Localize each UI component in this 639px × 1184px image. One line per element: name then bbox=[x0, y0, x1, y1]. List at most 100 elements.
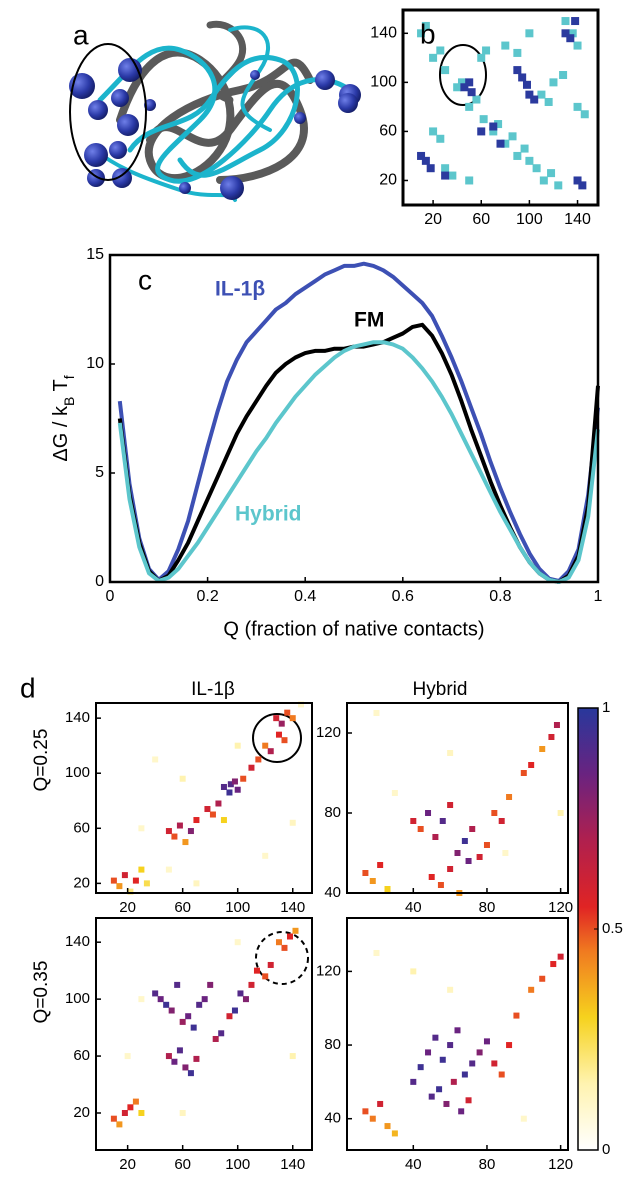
contact-cell bbox=[152, 990, 159, 997]
y-tick-label: 15 bbox=[86, 246, 104, 263]
contact-point bbox=[453, 83, 462, 92]
contact-cell bbox=[437, 882, 444, 888]
contact-point bbox=[530, 95, 539, 104]
contact-point bbox=[568, 29, 577, 38]
plot-frame bbox=[95, 702, 313, 894]
contact-cell bbox=[209, 811, 216, 818]
contact-cell bbox=[234, 742, 241, 749]
contact-point bbox=[573, 102, 582, 111]
x-tick-label: 100 bbox=[516, 211, 543, 228]
contact-point bbox=[573, 176, 582, 185]
contact-cell bbox=[262, 973, 269, 980]
y-tick-label: 60 bbox=[73, 1047, 90, 1064]
contact-cell bbox=[425, 810, 432, 816]
contact-point bbox=[559, 71, 568, 79]
contact-cell bbox=[171, 1058, 178, 1065]
contact-cell bbox=[417, 1064, 424, 1071]
contact-cell bbox=[267, 961, 274, 968]
contact-point bbox=[513, 66, 522, 75]
contact-cell bbox=[483, 842, 490, 848]
contact-cell bbox=[278, 720, 285, 727]
contact-cell bbox=[432, 834, 439, 840]
contact-point bbox=[465, 176, 474, 185]
contact-cell bbox=[215, 800, 222, 807]
contact-cell bbox=[110, 1115, 117, 1122]
contact-cell bbox=[121, 1109, 128, 1116]
contact-point bbox=[436, 46, 445, 55]
contact-cell bbox=[384, 886, 391, 892]
contact-point bbox=[417, 151, 426, 160]
contact-cell bbox=[483, 1038, 490, 1045]
contact-cell bbox=[231, 778, 238, 785]
contact-point bbox=[479, 115, 488, 124]
contact-point bbox=[494, 120, 503, 129]
contact-cell bbox=[157, 996, 164, 1003]
contact-point bbox=[518, 73, 527, 82]
contact-point bbox=[460, 83, 469, 92]
contact-cell bbox=[262, 742, 269, 749]
y-tick-label: 80 bbox=[324, 1036, 341, 1053]
contact-point bbox=[441, 66, 450, 75]
plot-frame bbox=[346, 917, 569, 1151]
plot-frame bbox=[401, 8, 600, 207]
contact-cell bbox=[218, 1030, 225, 1037]
contact-point bbox=[549, 78, 558, 87]
x-tick-label: 20 bbox=[119, 1156, 136, 1173]
panel-label: a bbox=[73, 19, 89, 50]
contact-cell bbox=[289, 1053, 296, 1060]
contact-point bbox=[465, 78, 474, 87]
contact-cell bbox=[550, 961, 557, 968]
contact-cell bbox=[220, 783, 227, 790]
y-tick-label: 60 bbox=[379, 123, 397, 140]
contact-cell bbox=[498, 1071, 505, 1078]
y-tick-label: 100 bbox=[65, 764, 90, 781]
contact-cell bbox=[116, 883, 123, 890]
x-tick-label: 100 bbox=[225, 899, 250, 916]
contact-cell bbox=[292, 927, 299, 934]
contact-cell bbox=[152, 756, 159, 763]
contact-cell bbox=[226, 789, 233, 796]
contact-cell bbox=[190, 1024, 197, 1031]
contact-cell bbox=[513, 1012, 520, 1019]
contact-cell bbox=[138, 866, 145, 873]
contact-point bbox=[477, 127, 486, 136]
contact-point bbox=[477, 53, 486, 62]
contact-cell bbox=[121, 872, 128, 879]
contact-cell bbox=[465, 858, 472, 864]
contact-point bbox=[457, 78, 466, 87]
x-tick-label: 120 bbox=[548, 899, 573, 916]
contact-cell bbox=[425, 1049, 432, 1056]
free-energy-line bbox=[117, 261, 600, 583]
contact-point bbox=[580, 110, 589, 119]
contact-cell bbox=[553, 722, 560, 728]
contact-cell bbox=[377, 862, 384, 868]
contact-cell bbox=[267, 748, 274, 755]
contact-cell bbox=[262, 852, 269, 859]
contact-point bbox=[489, 127, 498, 136]
contact-point bbox=[441, 164, 450, 173]
x-tick-label: 140 bbox=[564, 211, 591, 228]
contact-cell bbox=[193, 1055, 200, 1062]
x-tick-label: 20 bbox=[119, 899, 136, 916]
contact-cell bbox=[548, 734, 555, 740]
contact-cell bbox=[369, 878, 376, 884]
x-tick-label: 0.2 bbox=[196, 588, 218, 605]
contact-cell bbox=[176, 1047, 183, 1054]
y-tick-label: 140 bbox=[65, 933, 90, 950]
plot-frame bbox=[346, 702, 569, 894]
contact-cell bbox=[557, 953, 564, 960]
contact-cell bbox=[520, 1115, 527, 1122]
contact-cell bbox=[179, 1018, 186, 1025]
contact-cell bbox=[384, 1123, 391, 1130]
contact-point bbox=[482, 46, 491, 55]
contact-cell bbox=[138, 1109, 145, 1116]
contact-cell bbox=[469, 1060, 476, 1067]
contact-cell bbox=[212, 1035, 219, 1042]
contact-cell bbox=[447, 986, 454, 993]
contact-cell bbox=[458, 1108, 465, 1115]
contact-point bbox=[417, 29, 426, 38]
x-tick-label: 1 bbox=[594, 588, 603, 605]
contact-point bbox=[513, 151, 522, 160]
annotation-circle bbox=[439, 44, 487, 106]
